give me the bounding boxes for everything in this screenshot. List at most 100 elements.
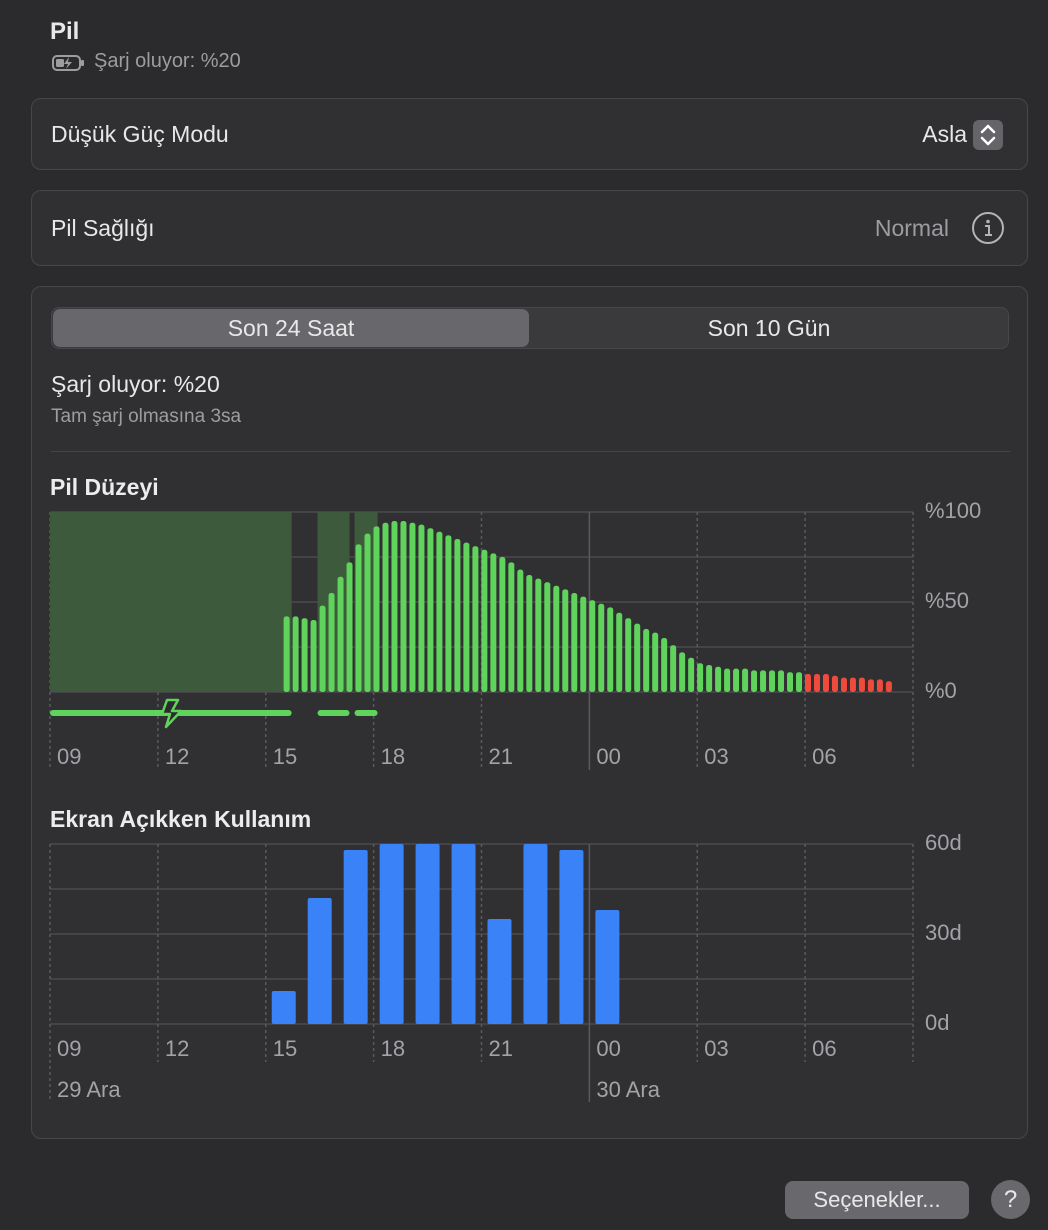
bar (742, 668, 749, 692)
x-tick-label: 00 (596, 744, 620, 769)
y-tick-label: 30d (925, 920, 962, 945)
bar (625, 618, 632, 692)
bar (373, 526, 380, 692)
charging-icon (160, 698, 183, 729)
bar (427, 528, 434, 692)
date-label: 30 Ara (596, 1077, 660, 1102)
charging-period (50, 512, 292, 692)
status-detail: Tam şarj olmasına 3sa (51, 406, 242, 427)
health-label: Pil Sağlığı (51, 215, 155, 241)
bar (307, 898, 332, 1024)
x-tick-label: 18 (381, 744, 405, 769)
bar (301, 618, 308, 692)
bar (415, 844, 440, 1024)
bar (813, 674, 820, 692)
bar (472, 546, 479, 692)
bar (805, 674, 812, 692)
bar (559, 850, 584, 1024)
x-tick-label: 12 (165, 1036, 189, 1061)
bar (858, 677, 865, 692)
bar (679, 652, 686, 692)
bar (589, 600, 596, 692)
bar (346, 562, 353, 692)
bar (337, 576, 344, 692)
bar (310, 620, 317, 692)
options-button[interactable]: Seçenekler... (785, 1181, 969, 1219)
x-tick-label: 00 (596, 1036, 620, 1061)
x-tick-label: 21 (489, 744, 513, 769)
x-tick-label: 18 (381, 1036, 405, 1061)
bar (724, 668, 731, 692)
bar (580, 596, 587, 692)
x-tick-label: 03 (704, 1036, 728, 1061)
page-subtitle: Şarj oluyor: %20 (94, 50, 241, 72)
y-tick-label: 60d (925, 830, 962, 855)
health-value: Normal (874, 215, 949, 241)
bar (283, 616, 290, 692)
x-tick-label: 15 (273, 744, 297, 769)
bar (409, 522, 416, 692)
x-tick-label: 06 (812, 744, 836, 769)
battery-icon (52, 55, 84, 71)
bar (328, 593, 335, 692)
x-tick-label: 09 (57, 744, 81, 769)
bar (643, 629, 650, 692)
bar (391, 521, 398, 692)
bar (831, 675, 838, 692)
bar (517, 569, 524, 692)
bar (607, 607, 614, 692)
low-power-value[interactable]: Asla (922, 121, 967, 147)
y-tick-label: %100 (925, 498, 981, 523)
info-button[interactable] (971, 211, 1005, 245)
bar (822, 674, 829, 692)
bar (382, 522, 389, 692)
x-tick-label: 06 (812, 1036, 836, 1061)
low-power-panel: Düşük Güç Modu Asla (31, 98, 1028, 170)
health-panel: Pil Sağlığı Normal (31, 190, 1028, 266)
bar (661, 638, 668, 692)
bar (571, 593, 578, 692)
bar (697, 663, 704, 692)
bar (670, 645, 677, 692)
bar (481, 549, 488, 692)
y-tick-label: 0d (925, 1010, 949, 1035)
bar (535, 578, 542, 692)
bar (616, 612, 623, 692)
bar (796, 672, 803, 692)
bar (379, 844, 404, 1024)
bar (271, 991, 296, 1024)
x-tick-label: 03 (704, 744, 728, 769)
help-button[interactable]: ? (991, 1180, 1030, 1219)
bar (733, 668, 740, 692)
bar (876, 679, 883, 692)
bar (840, 677, 847, 692)
date-label: 29 Ara (57, 1077, 121, 1102)
tab[interactable]: Son 10 Gün (707, 315, 831, 341)
bar (451, 844, 476, 1024)
tab[interactable]: Son 24 Saat (53, 309, 529, 347)
bar (463, 542, 470, 692)
chart-title: Pil Düzeyi (50, 474, 159, 500)
bar (526, 575, 533, 692)
bar (760, 670, 767, 692)
y-tick-label: %0 (925, 678, 957, 703)
x-tick-label: 21 (489, 1036, 513, 1061)
x-tick-label: 15 (273, 1036, 297, 1061)
bar (418, 524, 425, 692)
charging-line (354, 710, 378, 716)
stepper[interactable] (973, 120, 1003, 150)
bar (487, 919, 512, 1024)
bar (454, 539, 461, 692)
bar (751, 670, 758, 692)
charging-line (317, 710, 350, 716)
bar (634, 623, 641, 692)
bar (343, 850, 368, 1024)
bar (544, 582, 551, 692)
bar (715, 666, 722, 692)
x-tick-label: 09 (57, 1036, 81, 1061)
low-power-label: Düşük Güç Modu (51, 121, 229, 147)
bar (778, 670, 785, 692)
bar (867, 679, 874, 692)
bar (523, 844, 548, 1024)
